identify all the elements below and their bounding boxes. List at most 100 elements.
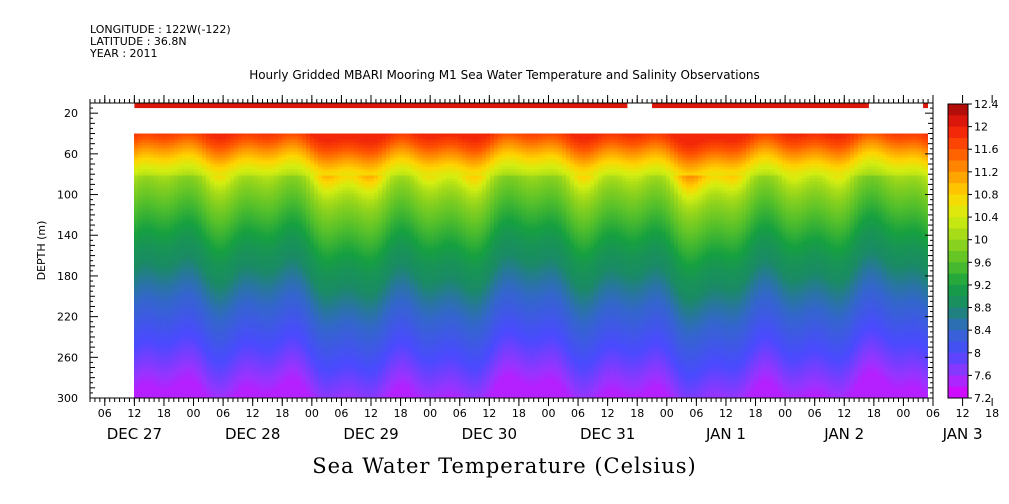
heatmap-cell xyxy=(174,181,178,186)
heatmap-cell xyxy=(170,268,174,273)
heatmap-cell xyxy=(182,169,186,174)
heatmap-cell xyxy=(154,199,158,204)
heatmap-cell xyxy=(198,226,202,231)
heatmap-cell xyxy=(190,277,194,282)
heatmap-cell xyxy=(210,379,214,384)
heatmap-cell xyxy=(234,142,238,147)
heatmap-cell xyxy=(214,289,218,294)
heatmap-cell xyxy=(218,382,222,387)
heatmap-cell xyxy=(242,226,246,231)
heatmap-cell xyxy=(162,214,166,219)
heatmap-cell xyxy=(222,280,226,285)
heatmap-cell xyxy=(158,334,162,339)
heatmap-cell xyxy=(178,388,182,393)
heatmap-cell xyxy=(182,271,186,276)
heatmap-cell xyxy=(190,280,194,285)
heatmap-cell xyxy=(166,259,170,264)
heatmap-cell xyxy=(158,160,162,165)
heatmap-cell xyxy=(206,337,210,342)
heatmap-cell xyxy=(218,136,222,141)
heatmap-cell xyxy=(138,271,142,276)
heatmap-cell xyxy=(186,307,190,312)
heatmap-cell xyxy=(174,358,178,363)
heatmap-cell xyxy=(222,316,226,321)
heatmap-cell xyxy=(218,379,222,384)
heatmap-cell xyxy=(142,178,146,183)
heatmap-cell xyxy=(186,325,190,330)
heatmap-cell xyxy=(170,184,174,189)
heatmap-cell xyxy=(166,385,170,390)
heatmap-cell xyxy=(202,157,206,162)
heatmap-cell xyxy=(206,223,210,228)
heatmap-cell xyxy=(162,334,166,339)
heatmap-cell xyxy=(142,394,146,399)
heatmap-cell xyxy=(150,355,154,360)
heatmap-cell xyxy=(210,208,214,213)
heatmap-cell xyxy=(162,154,166,159)
heatmap-cell xyxy=(198,376,202,381)
heatmap-cell xyxy=(242,247,246,252)
heatmap-cell xyxy=(234,223,238,228)
heatmap-cell xyxy=(146,364,150,369)
heatmap-cell xyxy=(170,385,174,390)
heatmap-cell xyxy=(226,316,230,321)
heatmap-cell xyxy=(154,373,158,378)
heatmap-cell xyxy=(234,256,238,261)
heatmap-cell xyxy=(142,361,146,366)
heatmap-cell xyxy=(198,208,202,213)
heatmap-cell xyxy=(206,175,210,180)
heatmap-cell xyxy=(182,391,186,396)
heatmap-cell xyxy=(166,208,170,213)
heatmap-cell xyxy=(158,217,162,222)
heatmap-cell xyxy=(190,154,194,159)
heatmap-cell xyxy=(158,340,162,345)
heatmap-cell xyxy=(138,262,142,267)
heatmap-cell xyxy=(170,241,174,246)
heatmap-cell xyxy=(178,184,182,189)
heatmap-cell xyxy=(230,382,234,387)
heatmap-cell xyxy=(238,346,242,351)
heatmap-cell xyxy=(154,322,158,327)
heatmap-cell xyxy=(210,142,214,147)
heatmap-cell xyxy=(142,166,146,171)
heatmap-cell xyxy=(178,265,182,270)
heatmap-cell xyxy=(198,151,202,156)
heatmap-cell xyxy=(174,139,178,144)
heatmap-cell xyxy=(238,238,242,243)
heatmap-cell xyxy=(182,313,186,318)
heatmap-cell xyxy=(210,358,214,363)
heatmap-cell xyxy=(214,202,218,207)
heatmap-cell xyxy=(170,220,174,225)
heatmap-cell xyxy=(190,235,194,240)
heatmap-cell xyxy=(146,247,150,252)
heatmap-cell xyxy=(186,211,190,216)
heatmap-cell xyxy=(154,175,158,180)
heatmap-cell xyxy=(242,145,246,150)
heatmap-cell xyxy=(234,382,238,387)
heatmap-cell xyxy=(150,169,154,174)
heatmap-cell xyxy=(226,214,230,219)
heatmap-cell xyxy=(226,298,230,303)
heatmap-cell xyxy=(202,154,206,159)
heatmap-cell xyxy=(174,394,178,399)
heatmap-cell xyxy=(222,139,226,144)
heatmap-cell xyxy=(242,172,246,177)
heatmap-cell xyxy=(242,259,246,264)
heatmap-cell xyxy=(238,391,242,396)
heatmap-cell xyxy=(222,310,226,315)
heatmap-cell xyxy=(238,310,242,315)
heatmap-cell xyxy=(158,292,162,297)
heatmap-cell xyxy=(210,325,214,330)
heatmap-cell xyxy=(194,280,198,285)
heatmap-cell xyxy=(222,235,226,240)
heatmap-cell xyxy=(166,343,170,348)
heatmap-cell xyxy=(222,277,226,282)
heatmap-cell xyxy=(174,142,178,147)
heatmap-cell xyxy=(134,346,138,351)
heatmap-cell xyxy=(238,331,242,336)
heatmap-cell xyxy=(142,163,146,168)
heatmap-cell xyxy=(234,247,238,252)
heatmap-cell xyxy=(138,388,142,393)
heatmap-cell xyxy=(150,244,154,249)
heatmap-cell xyxy=(134,157,138,162)
